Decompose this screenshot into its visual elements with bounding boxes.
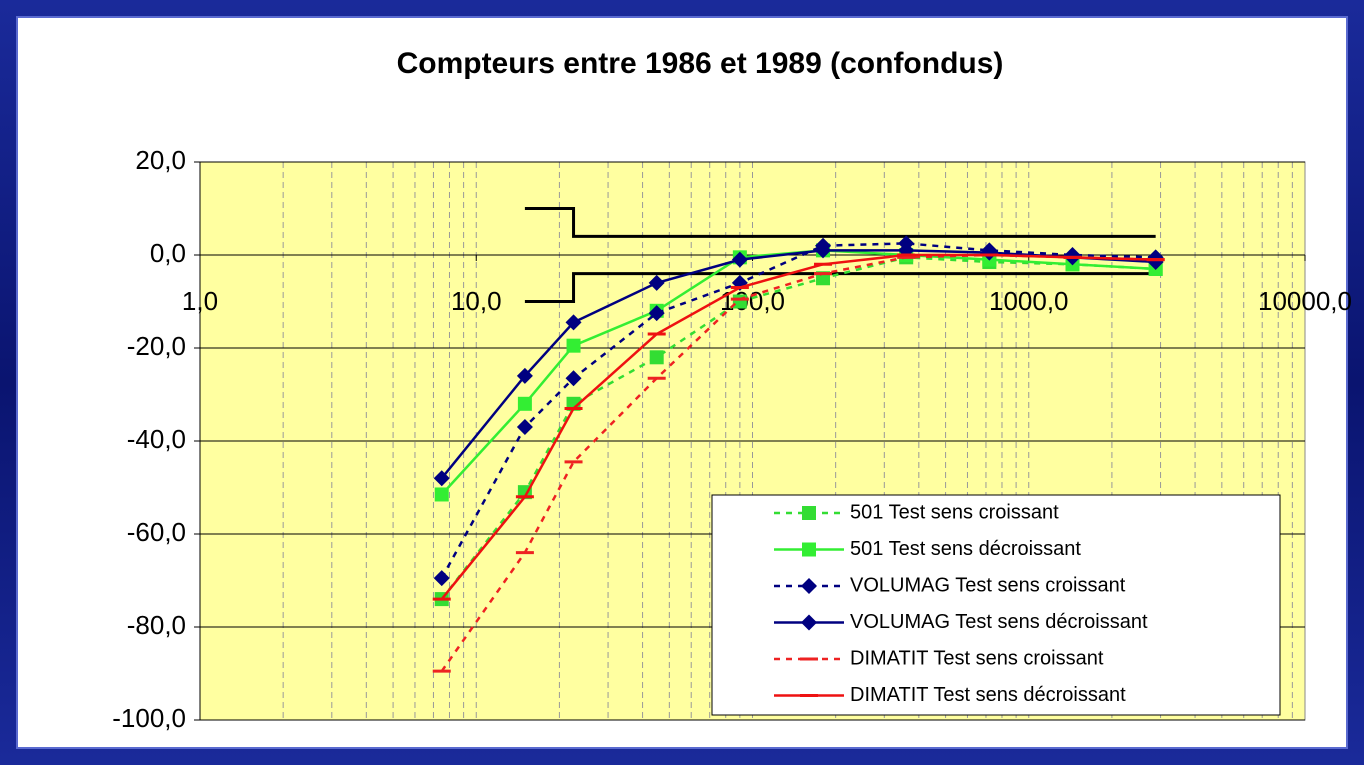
legend-marker [801,614,817,631]
y-tick-label: -60,0 [127,517,186,547]
y-tick-label: -100,0 [112,703,186,733]
legend-box [711,494,1281,716]
y-tick-label: 20,0 [135,145,186,175]
data-point [648,305,665,322]
data-point [565,370,582,387]
data-point [516,367,533,384]
legend-marker [802,542,816,557]
x-tick-label: 100,0 [720,286,785,316]
data-point [566,338,581,353]
data-point [517,396,532,411]
legend-label: 501 Test sens croissant [850,501,1059,523]
data-point [516,419,533,436]
data-point [648,274,665,291]
legend-marker [802,506,816,520]
data-point [565,314,582,331]
legend-label: 501 Test sens décroissant [850,538,1081,560]
data-point [649,350,664,365]
series-line [440,242,1156,579]
legend-marker [801,578,817,594]
series-line [440,256,1156,600]
legend-label: DIMATIT Test sens croissant [850,647,1104,669]
limit-line [524,272,1156,303]
series-line [440,253,1156,672]
data-point [433,470,450,487]
legend-label: VOLUMAG Test sens décroissant [850,611,1148,633]
x-tick-label: 1000,0 [989,286,1069,316]
data-point [815,242,832,259]
y-tick-label: -80,0 [127,610,186,640]
y-tick-label: 0,0 [150,238,186,268]
x-tick-label: 10,0 [451,286,502,316]
data-point [433,570,450,587]
series-line [440,253,1156,600]
legend-label: VOLUMAG Test sens croissant [850,574,1126,596]
data-point [731,251,748,268]
data-point [1147,253,1164,270]
legend-label: DIMATIT Test sens décroissant [850,684,1126,706]
limit-line [524,207,1156,238]
chart-title: Compteurs entre 1986 et 1989 (confondus) [397,47,1004,80]
y-tick-label: -40,0 [127,424,186,454]
data-point [981,244,998,261]
x-tick-label: 10000,0 [1258,286,1352,316]
data-point [434,487,449,502]
y-tick-label: -20,0 [127,331,186,361]
